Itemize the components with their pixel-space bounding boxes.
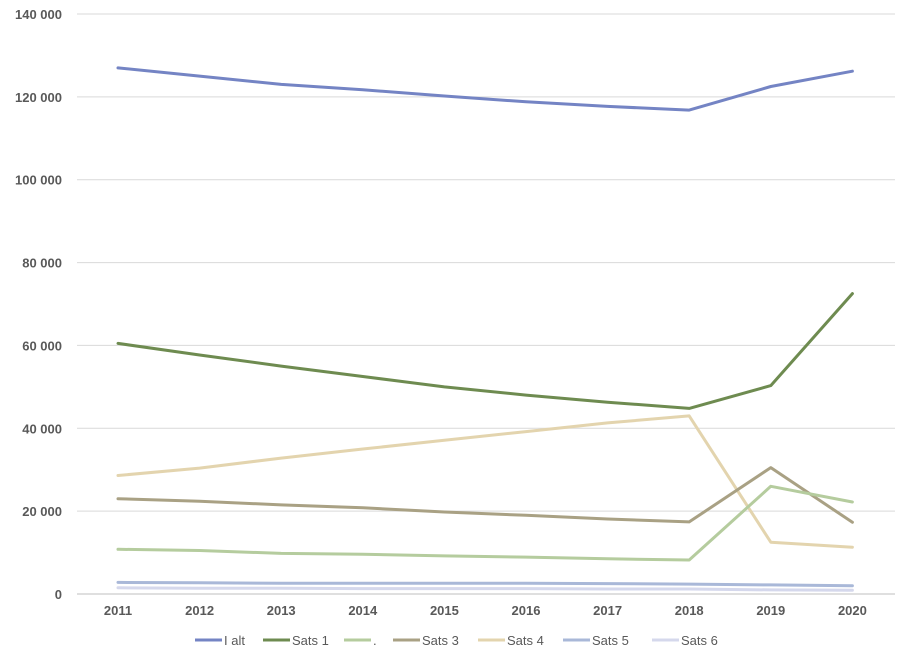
legend-label-i-alt: I alt — [224, 633, 245, 648]
series-line-sats-5 — [116, 580, 854, 588]
series-line-sats-6 — [116, 586, 854, 592]
x-tick-label: 2014 — [348, 603, 378, 618]
series-line-sats-3 — [116, 466, 854, 524]
legend-label-sats-6: Sats 6 — [681, 633, 718, 648]
y-tick-label: 20 000 — [22, 504, 62, 519]
series-line-sats-1 — [116, 292, 854, 410]
legend-label-sats-5: Sats 5 — [592, 633, 629, 648]
series-line-sats-4 — [116, 414, 854, 549]
y-tick-label: 120 000 — [15, 90, 62, 105]
x-tick-label: 2013 — [267, 603, 296, 618]
x-tick-label: 2018 — [675, 603, 704, 618]
series-line-unnamed — [116, 484, 854, 562]
x-tick-label: 2012 — [185, 603, 214, 618]
x-tick-label: 2011 — [104, 603, 132, 618]
x-tick-label: 2019 — [756, 603, 785, 618]
y-tick-label: 40 000 — [22, 421, 62, 436]
x-tick-label: 2016 — [512, 603, 541, 618]
x-axis: 2011 2012 2013 2014 2015 2016 2017 2018 2019 2020 — [104, 603, 867, 618]
x-tick-label: 2015 — [430, 603, 459, 618]
y-tick-label: 0 — [55, 587, 62, 602]
legend-label-unnamed: . — [373, 633, 377, 648]
y-tick-label: 60 000 — [22, 338, 62, 353]
legend-label-sats-1: Sats 1 — [292, 633, 329, 648]
series-lines — [116, 66, 854, 592]
y-tick-label: 100 000 — [15, 173, 62, 188]
y-tick-label: 140 000 — [15, 7, 62, 22]
gridlines — [77, 13, 895, 595]
legend: I alt Sats 1. Sats 3 Sats 4 Sats 5 Sats 6 — [195, 633, 718, 648]
series-line-i-alt — [116, 66, 854, 112]
x-tick-label: 2017 — [593, 603, 622, 618]
y-axis: 0 20 000 40 000 60 000 80 000 100 000 120 000 1… — [15, 7, 62, 602]
legend-label-sats-3: Sats 3 — [422, 633, 459, 648]
legend-label-sats-4: Sats 4 — [507, 633, 544, 648]
x-tick-label: 2020 — [838, 603, 867, 618]
y-tick-label: 80 000 — [22, 256, 62, 271]
